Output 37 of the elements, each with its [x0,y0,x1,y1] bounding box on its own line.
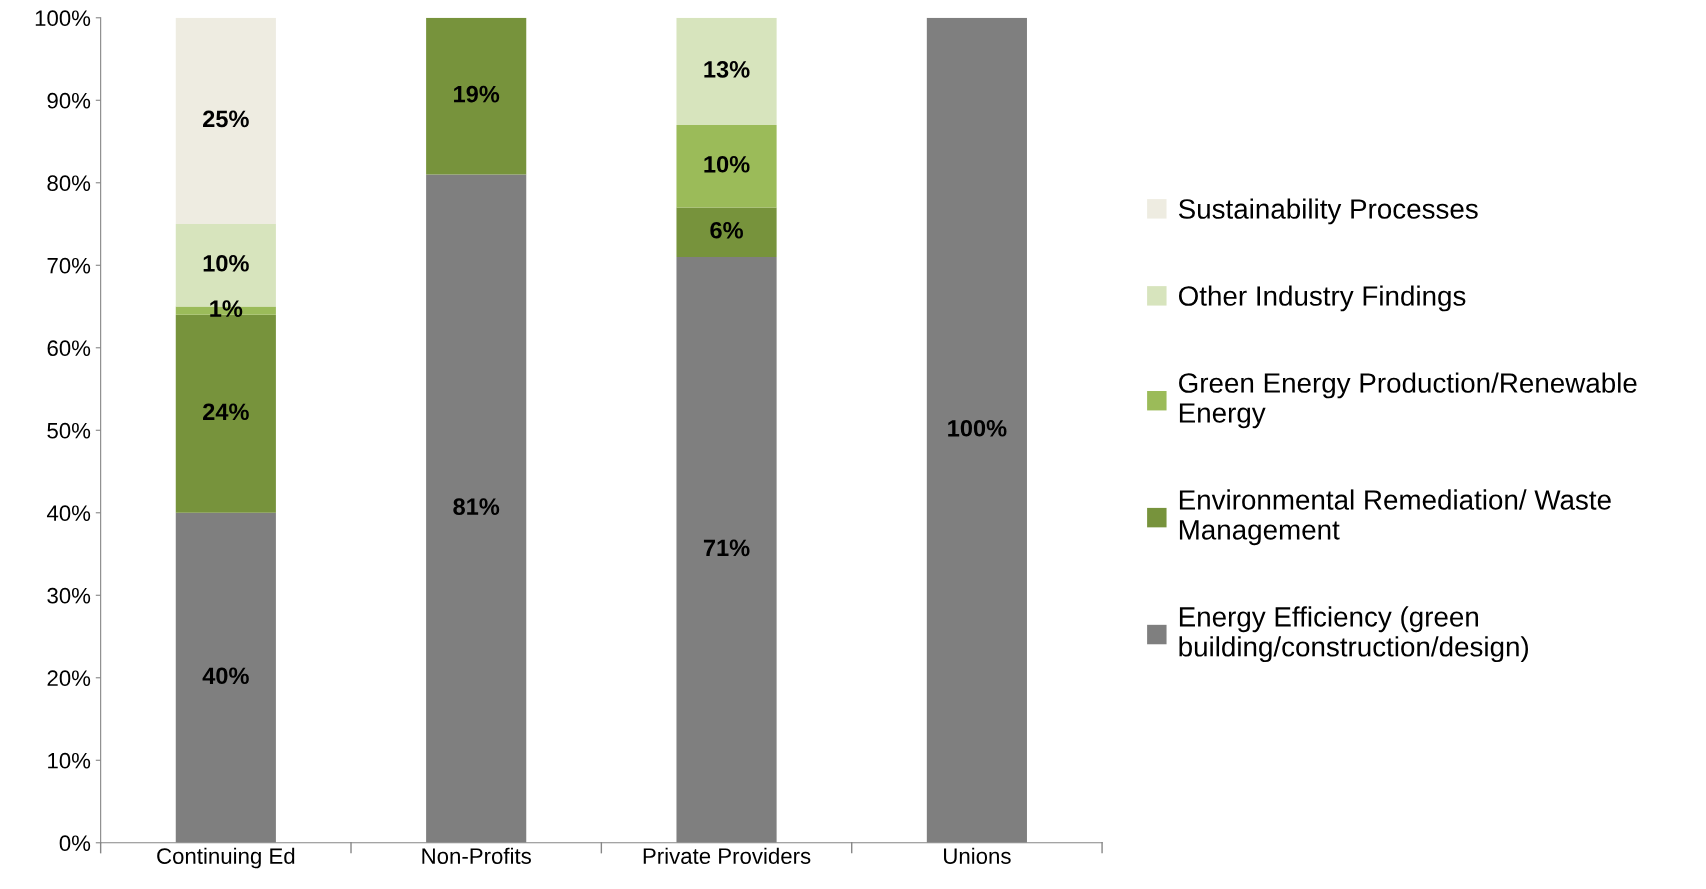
y-tick-label: 40% [46,505,91,522]
bar [676,125,777,208]
y-tick-label: 10% [48,752,91,769]
x-tick-label: Private Providers [643,847,811,864]
x-tick-label: Continuing Ed [157,847,295,869]
bar [175,17,276,225]
data-label: 25% [203,110,249,128]
data-label: 10% [704,155,750,173]
data-label: 10% [203,254,249,272]
legend-label: Green Energy Production/Renewable Energy [1179,372,1637,429]
y-tick-label: 50% [47,422,91,439]
data-label: 40% [202,667,249,685]
y-tick-label: 20% [47,670,91,687]
x-tick-label: Unions [944,847,1011,864]
data-label: 71% [703,539,750,557]
legend-label: Sustainability Processes [1178,198,1478,225]
data-label: 100% [948,419,1007,437]
legend-label: Other Industry Findings [1178,285,1466,312]
data-label: 13% [704,61,750,78]
y-tick-label: 70% [47,257,91,274]
data-label: 19% [454,85,500,103]
data-label: 81% [453,498,500,515]
data-label: 6% [710,221,743,239]
data-label: 24% [203,403,249,421]
data-label: 1% [210,300,243,317]
y-tick-label: 60% [47,340,91,357]
bar [426,17,527,175]
legend-label: Environmental Remediation/ Waste Management [1179,489,1611,546]
y-tick-label: 80% [47,175,91,192]
bar [676,17,777,126]
y-tick-label: 90% [47,92,91,109]
y-tick-label: 0% [59,835,91,852]
x-tick-label: Non-Profits [422,847,531,864]
y-tick-label: 30% [47,587,91,604]
bar [676,207,777,258]
y-tick-label: 100% [35,10,91,27]
legend-label: Energy Efficiency (green building/construction/design) [1179,606,1528,663]
